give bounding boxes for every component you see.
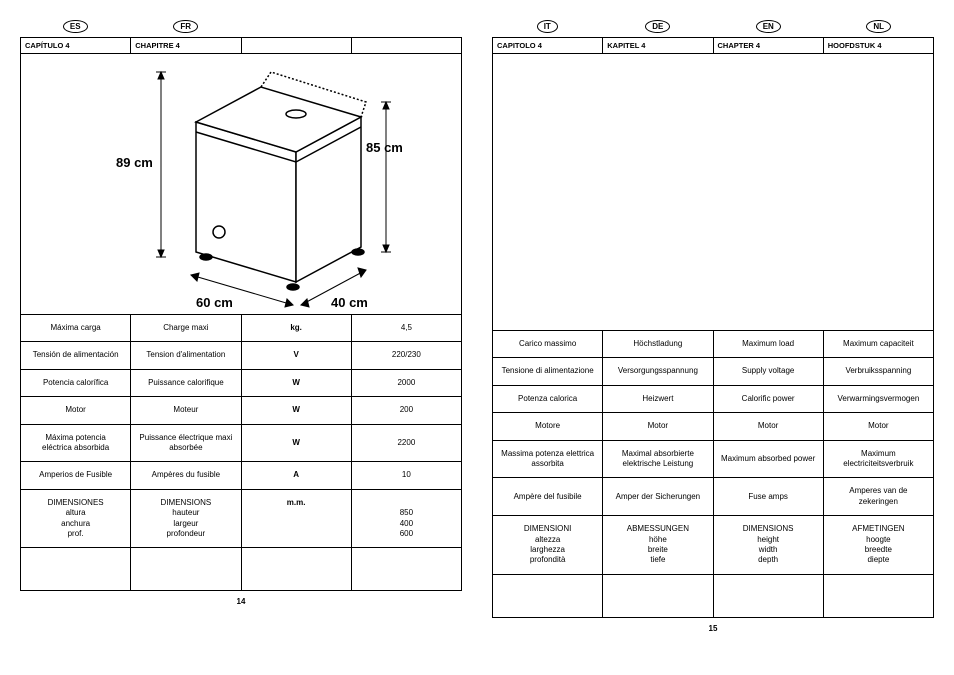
chapter-heading: CAPÍTULO 4 (20, 37, 131, 54)
page-left: ES FR CAPÍTULO 4 CHAPITRE 4 (20, 20, 462, 633)
lang-badge: IT (537, 20, 558, 33)
chapter-row: CAPITOLO 4 KAPITEL 4 CHAPTER 4 HOOFDSTUK… (492, 37, 934, 54)
lang-badge: ES (63, 20, 88, 33)
table-row: Ampère del fusibileAmper der Sicherungen… (493, 478, 934, 516)
spec-table-right: Carico massimoHöchstladungMaximum loadMa… (492, 54, 934, 618)
blank-diagram-area (493, 54, 934, 331)
table-row: Máxima potenciaeléctrica absorbidaPuissa… (21, 424, 462, 462)
appliance-diagram: 89 cm 85 cm 60 cm 40 cm (21, 54, 462, 315)
chapter-heading: CHAPITRE 4 (131, 37, 241, 54)
chapter-heading: CHAPTER 4 (714, 37, 824, 54)
dim-label: 60 cm (196, 295, 233, 310)
manual-spread: ES FR CAPÍTULO 4 CHAPITRE 4 (20, 20, 934, 633)
table-row: Amperios de FusibleAmpères du fusibleA10 (21, 462, 462, 489)
table-row (21, 548, 462, 591)
lang-row: IT DE EN NL (492, 20, 934, 33)
dim-label: 40 cm (331, 295, 368, 310)
lang-badge: DE (645, 20, 670, 33)
chapter-heading: KAPITEL 4 (603, 37, 713, 54)
chapter-heading: CAPITOLO 4 (492, 37, 603, 54)
table-row: Carico massimoHöchstladungMaximum loadMa… (493, 331, 934, 358)
table-row: Massima potenza elettricaassorbitaMaxima… (493, 440, 934, 478)
table-row: DIMENSIONIaltezzalarghezzaprofonditàABME… (493, 516, 934, 575)
dim-label: 85 cm (366, 140, 403, 155)
table-row: Tensión de alimentaciónTension d'aliment… (21, 342, 462, 369)
lang-badge: EN (756, 20, 781, 33)
spec-table-left: 89 cm 85 cm 60 cm 40 cm Máxima cargaChar… (20, 54, 462, 591)
table-row: Máxima cargaCharge maxikg.4,5 (21, 315, 462, 342)
table-row: Potenza caloricaHeizwertCalorific powerV… (493, 385, 934, 412)
page-right: IT DE EN NL CAPITOLO 4 KAPITEL 4 CHAPTER… (492, 20, 934, 633)
page-number: 14 (20, 597, 462, 606)
dim-label: 89 cm (116, 155, 153, 170)
chapter-row: CAPÍTULO 4 CHAPITRE 4 (20, 37, 462, 54)
table-row: MotorMoteurW200 (21, 397, 462, 424)
chapter-heading: HOOFDSTUK 4 (824, 37, 934, 54)
table-row: Tensione di alimentazioneVersorgungsspan… (493, 358, 934, 385)
lang-row: ES FR (20, 20, 462, 33)
page-number: 15 (492, 624, 934, 633)
table-row (493, 574, 934, 617)
table-row: DIMENSIONESalturaanchuraprof.DIMENSIONSh… (21, 489, 462, 548)
table-row: Potencia caloríficaPuissance calorifique… (21, 369, 462, 396)
lang-badge: NL (866, 20, 891, 33)
lang-badge: FR (173, 20, 198, 33)
table-row: MotoreMotorMotorMotor (493, 413, 934, 440)
